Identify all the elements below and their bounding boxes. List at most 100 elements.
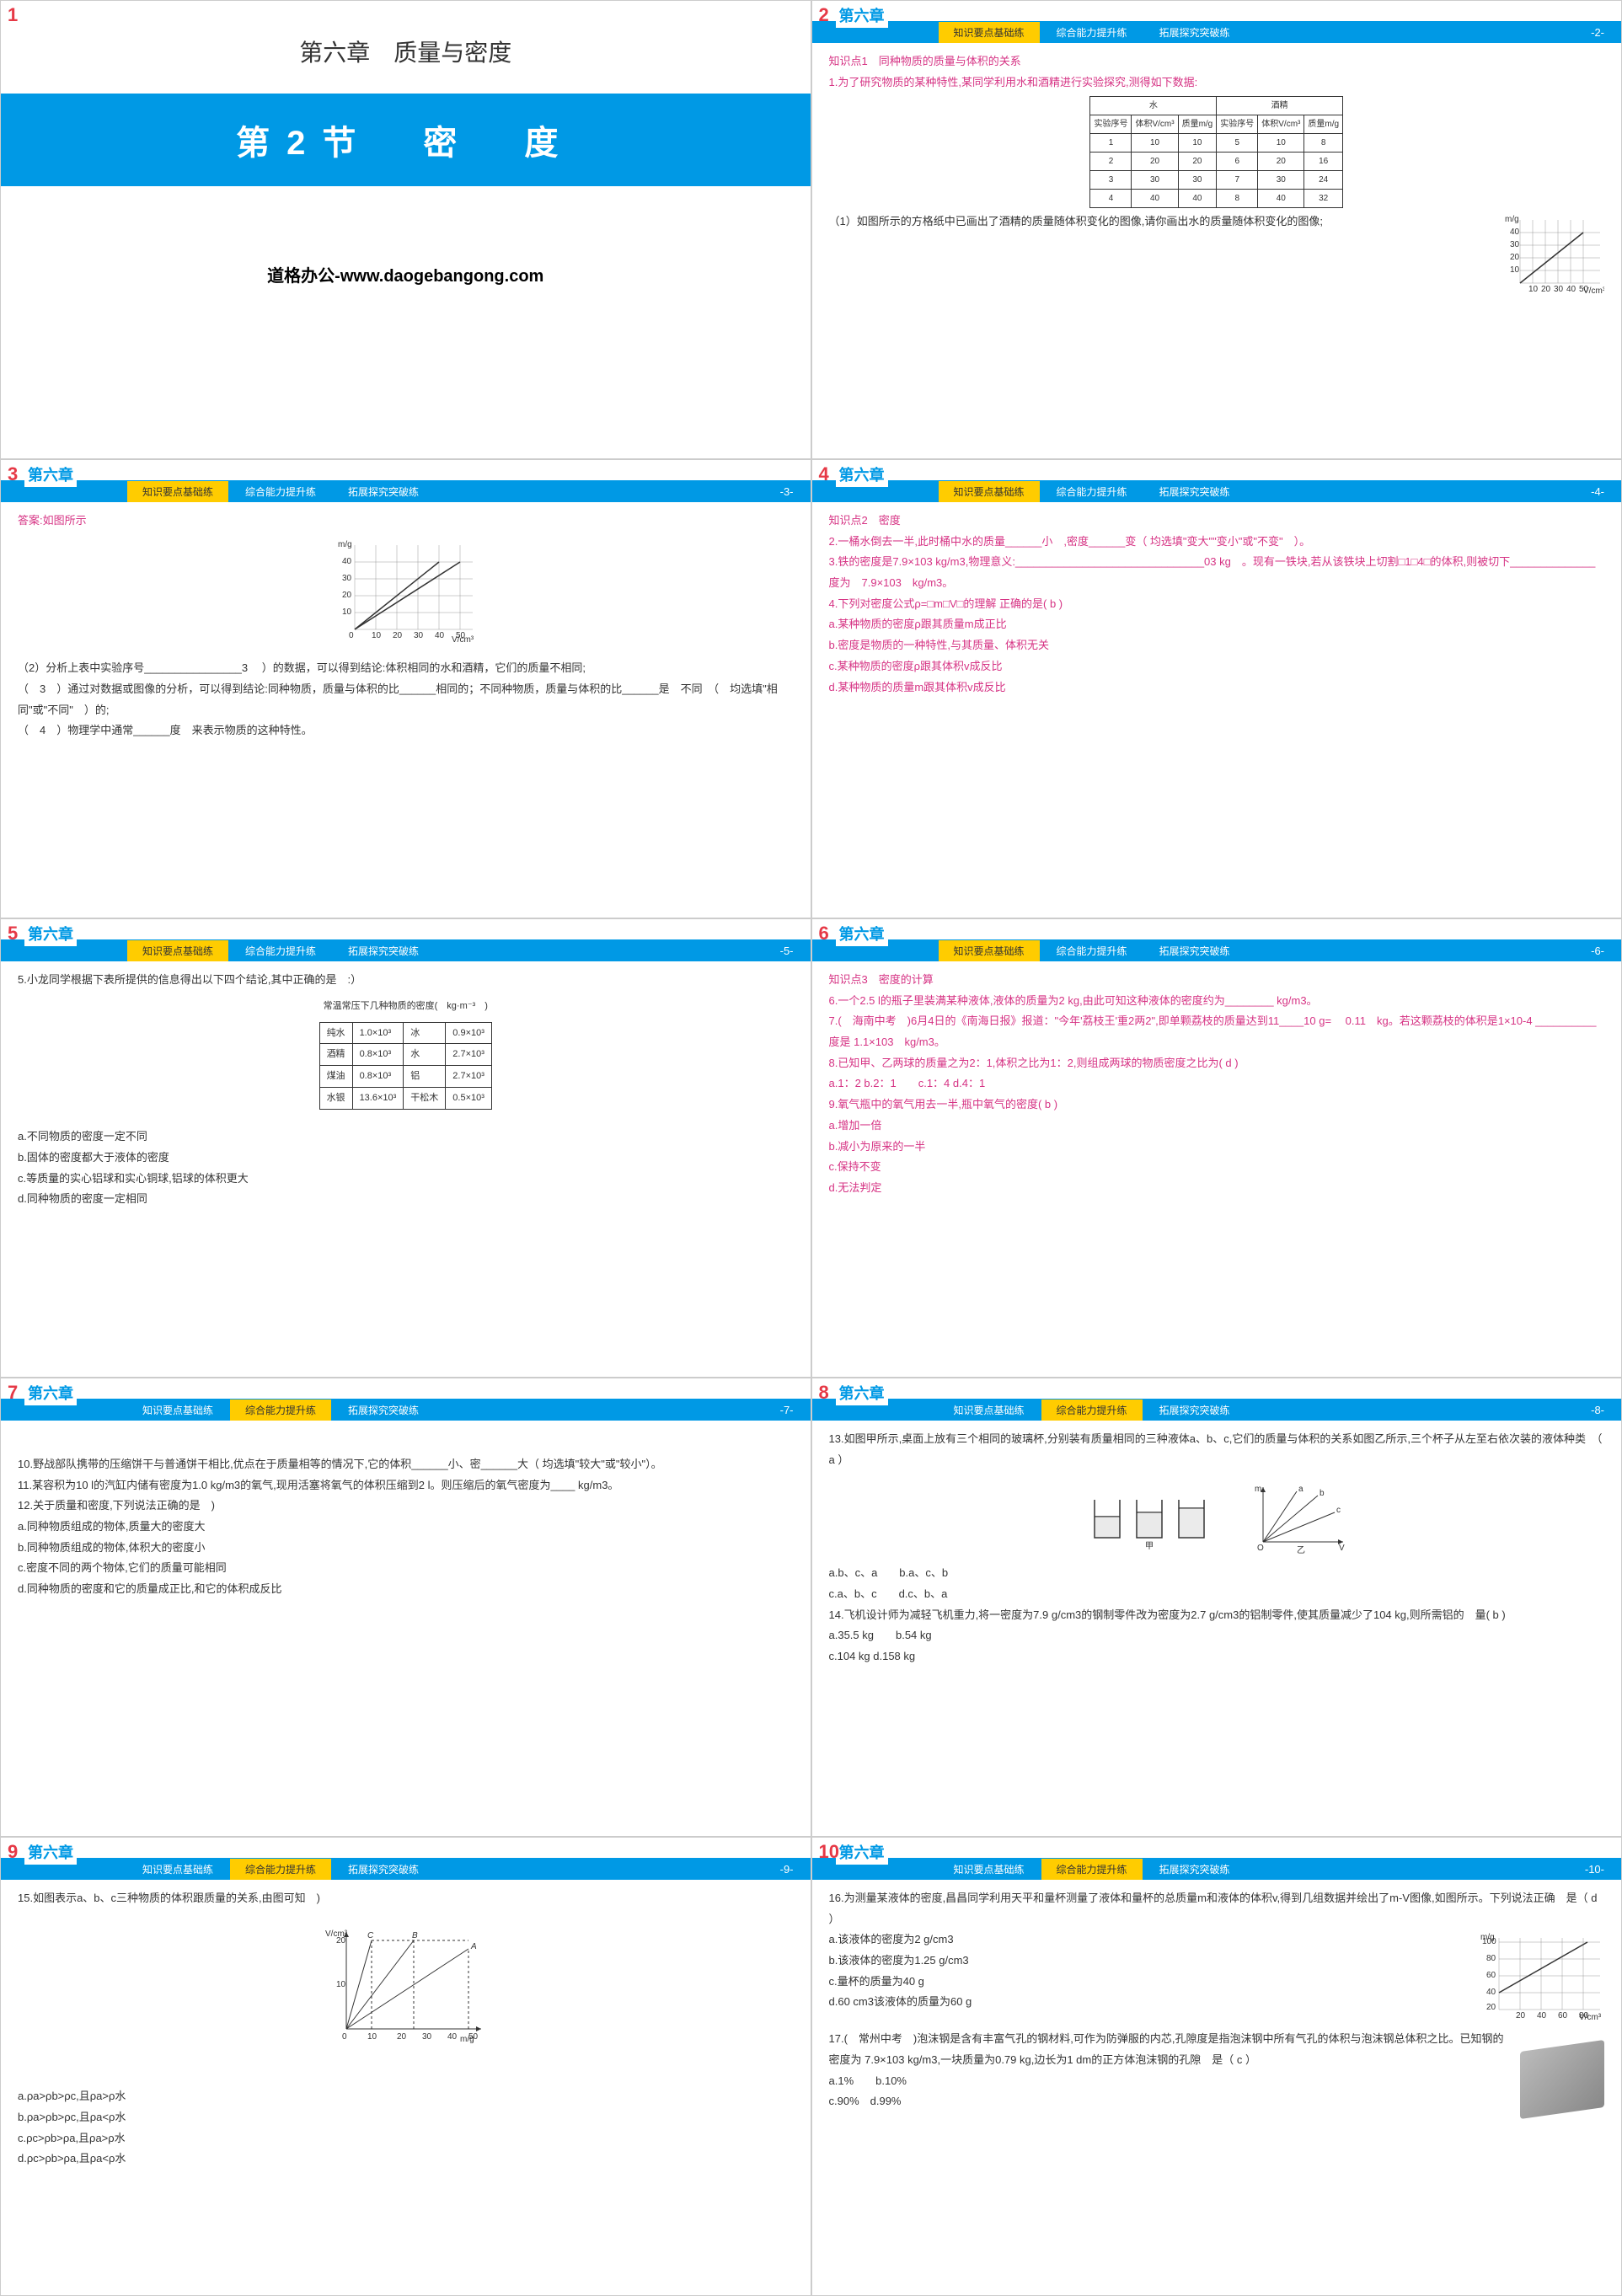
slide-number: 5 [8,923,18,945]
svg-text:10: 10 [1528,285,1539,294]
svg-text:10: 10 [342,607,352,617]
content: 10.野战部队携带的压缩饼干与普通饼干相比,优点在于质量相等的情况下,它的体积_… [18,1454,794,1828]
tab-comprehensive[interactable]: 综合能力提升练 [230,1859,331,1880]
svg-text:m: m [1255,1485,1261,1494]
tab-comprehensive[interactable]: 综合能力提升练 [230,940,331,961]
tab-extend[interactable]: 拓展探究突破练 [1144,1859,1245,1880]
tab-extend[interactable]: 拓展探究突破练 [333,481,434,502]
svg-text:20: 20 [1486,2003,1496,2012]
chapter-label: 第六章 [836,921,888,946]
content: 16.为测量某液体的密度,昌昌同学利用天平和量杯测量了液体和量杯的总质量m和液体… [829,1888,1605,2287]
content: 知识点3 密度的计算 6.一个2.5 l的瓶子里装满某种液体,液体的质量为2 k… [829,970,1605,1368]
page-number: -5- [780,945,794,957]
tab-extend[interactable]: 拓展探究突破练 [333,940,434,961]
slide-10: 10 第六章 知识要点基础练 综合能力提升练 拓展探究突破练 -10- 16.为… [811,1837,1622,2296]
q14b: c.104 kg d.158 kg [829,1646,1605,1667]
q14a: a.35.5 kg b.54 kg [829,1625,1605,1646]
opt-c: c.等质量的实心铝球和实心铜球,铝球的体积更大 [18,1169,794,1190]
page-number: -2- [1591,26,1604,39]
q9: 9.氧气瓶中的氧气用去一半,瓶中氧气的密度( b ) [829,1094,1605,1116]
tab-comprehensive[interactable]: 综合能力提升练 [1041,940,1143,961]
chapter-label: 第六章 [836,1839,888,1865]
svg-text:50: 50 [468,2032,479,2042]
opt-a: a.不同物质的密度一定不同 [18,1127,794,1148]
q16d: d.60 cm3该液体的质量为60 g [829,1992,1466,2013]
slide-number: 2 [819,4,829,26]
tab-extend[interactable]: 拓展探究突破练 [1144,22,1245,43]
chapter-label: 第六章 [24,1380,77,1405]
tab-comprehensive[interactable]: 综合能力提升练 [1041,481,1143,502]
tab-comprehensive[interactable]: 综合能力提升练 [230,481,331,502]
tab-extend[interactable]: 拓展探究突破练 [1144,1400,1245,1421]
question-1b: （1）如图所示的方格纸中已画出了酒精的质量随体积变化的图像,请你画出水的质量随体… [829,211,1496,296]
q15: 15.如图表示a、b、c三种物质的体积跟质量的关系,由图可知 ) [18,1888,794,1909]
q11: 11.某容积为10 l的汽缸内储有密度为1.0 kg/m3的氧气,现用活塞将氧气… [18,1475,794,1496]
svg-text:20: 20 [336,1936,346,1945]
tab-basic[interactable]: 知识要点基础练 [939,1859,1040,1880]
page-number: -7- [780,1404,794,1416]
page-number: -4- [1591,485,1604,498]
tab-extend[interactable]: 拓展探究突破练 [1144,481,1245,502]
svg-text:40: 40 [447,2032,458,2042]
tab-basic[interactable]: 知识要点基础练 [127,481,228,502]
density-table: 纯水1.0×10³冰0.9×10³ 酒精0.8×10³水2.7×10³ 煤油0.… [319,1022,492,1111]
nav-bar: 知识要点基础练 综合能力提升练 拓展探究突破练 -5- [1,939,811,961]
opt-c: c.ρc>ρb>ρa,且ρa>ρ水 [18,2128,794,2149]
svg-text:50: 50 [456,631,466,640]
vm-graph: C B A V/cm³m/g 20100 1020304050 [321,1919,490,2046]
svg-text:30: 30 [422,2032,432,2042]
svg-text:A: A [470,1942,477,1951]
tab-comprehensive[interactable]: 综合能力提升练 [230,1400,331,1421]
tab-comprehensive[interactable]: 综合能力提升练 [1041,1400,1143,1421]
svg-text:30: 30 [1510,240,1520,249]
tab-basic[interactable]: 知识要点基础练 [939,1400,1040,1421]
opts13: a.b、c、a b.a、c、b c.a、b、c d.c、b、a [829,1563,1605,1604]
tab-basic[interactable]: 知识要点基础练 [127,1859,228,1880]
svg-text:10: 10 [1510,265,1520,275]
q9c: c.保持不变 [829,1157,1605,1178]
table-title: 常温常压下几种物质的密度( kg·m⁻³ ) [18,998,794,1015]
content: 知识点1 同种物质的质量与体积的关系 1.为了研究物质的某种特性,某同学利用水和… [829,51,1605,450]
tab-basic[interactable]: 知识要点基础练 [939,481,1040,502]
opt-d: d.ρc>ρb>ρa,且ρa<ρ水 [18,2149,794,2170]
page-number: -3- [780,485,794,498]
svg-text:20: 20 [342,591,352,600]
q4b: b.密度是物质的一种特性,与其质量、体积无关 [829,635,1605,656]
nav-bar: 知识要点基础练 综合能力提升练 拓展探究突破练 -3- [1,480,811,502]
nav-bar: 知识要点基础练 综合能力提升练 拓展探究突破练 -6- [812,939,1622,961]
tab-extend[interactable]: 拓展探究突破练 [1144,940,1245,961]
nav-bar: 知识要点基础练 综合能力提升练 拓展探究突破练 -10- [812,1858,1622,1880]
slide-7: 7 第六章 知识要点基础练 综合能力提升练 拓展探究突破练 -7- 10.野战部… [0,1378,811,1837]
q4a: a.某种物质的密度ρ跟其质量m成正比 [829,614,1605,635]
tab-basic[interactable]: 知识要点基础练 [127,940,228,961]
slide-2: 2 第六章 知识要点基础练 综合能力提升练 拓展探究突破练 -2- 知识点1 同… [811,0,1622,459]
slide-number: 4 [819,463,829,485]
svg-text:10: 10 [336,1980,346,1989]
answer-graph: m/g V/cm³ 403020100 1020304050 [334,537,477,646]
q4c: c.某种物质的密度ρ跟其体积v成反比 [829,656,1605,677]
page-number: -10- [1585,1863,1604,1876]
nav-bar: 知识要点基础练 综合能力提升练 拓展探究突破练 -2- [812,21,1622,43]
q17opts: a.1% b.10% c.90% d.99% [829,2071,1508,2112]
slide-number: 9 [8,1841,18,1863]
tab-basic[interactable]: 知识要点基础练 [127,1400,228,1421]
nav-bar: 知识要点基础练 综合能力提升练 拓展探究突破练 -8- [812,1399,1622,1421]
svg-text:40: 40 [1486,1988,1496,1997]
tab-extend[interactable]: 拓展探究突破练 [333,1400,434,1421]
svg-text:80: 80 [1486,1954,1496,1963]
svg-text:40: 40 [342,557,352,566]
q12b: b.同种物质组成的物体,体积大的密度小 [18,1538,794,1559]
svg-text:C: C [367,1931,374,1940]
tab-basic[interactable]: 知识要点基础练 [939,940,1040,961]
tab-comprehensive[interactable]: 综合能力提升练 [1041,1859,1143,1880]
page-number: -8- [1591,1404,1604,1416]
q4d: d.某种物质的质量m跟其体积v成反比 [829,677,1605,698]
q2: 2.一桶水倒去一半,此时桶中水的质量______小 ,密度______变（ 均选… [829,532,1605,553]
svg-text:c: c [1336,1506,1341,1515]
tab-comprehensive[interactable]: 综合能力提升练 [1041,22,1143,43]
tab-basic[interactable]: 知识要点基础练 [939,22,1040,43]
nav-bar: 知识要点基础练 综合能力提升练 拓展探究突破练 -7- [1,1399,811,1421]
content: 答案:如图所示 m/g V/cm³ 403020100 1020304050 （… [18,511,794,909]
q16c: c.量杯的质量为40 g [829,1972,1466,1993]
tab-extend[interactable]: 拓展探究突破练 [333,1859,434,1880]
